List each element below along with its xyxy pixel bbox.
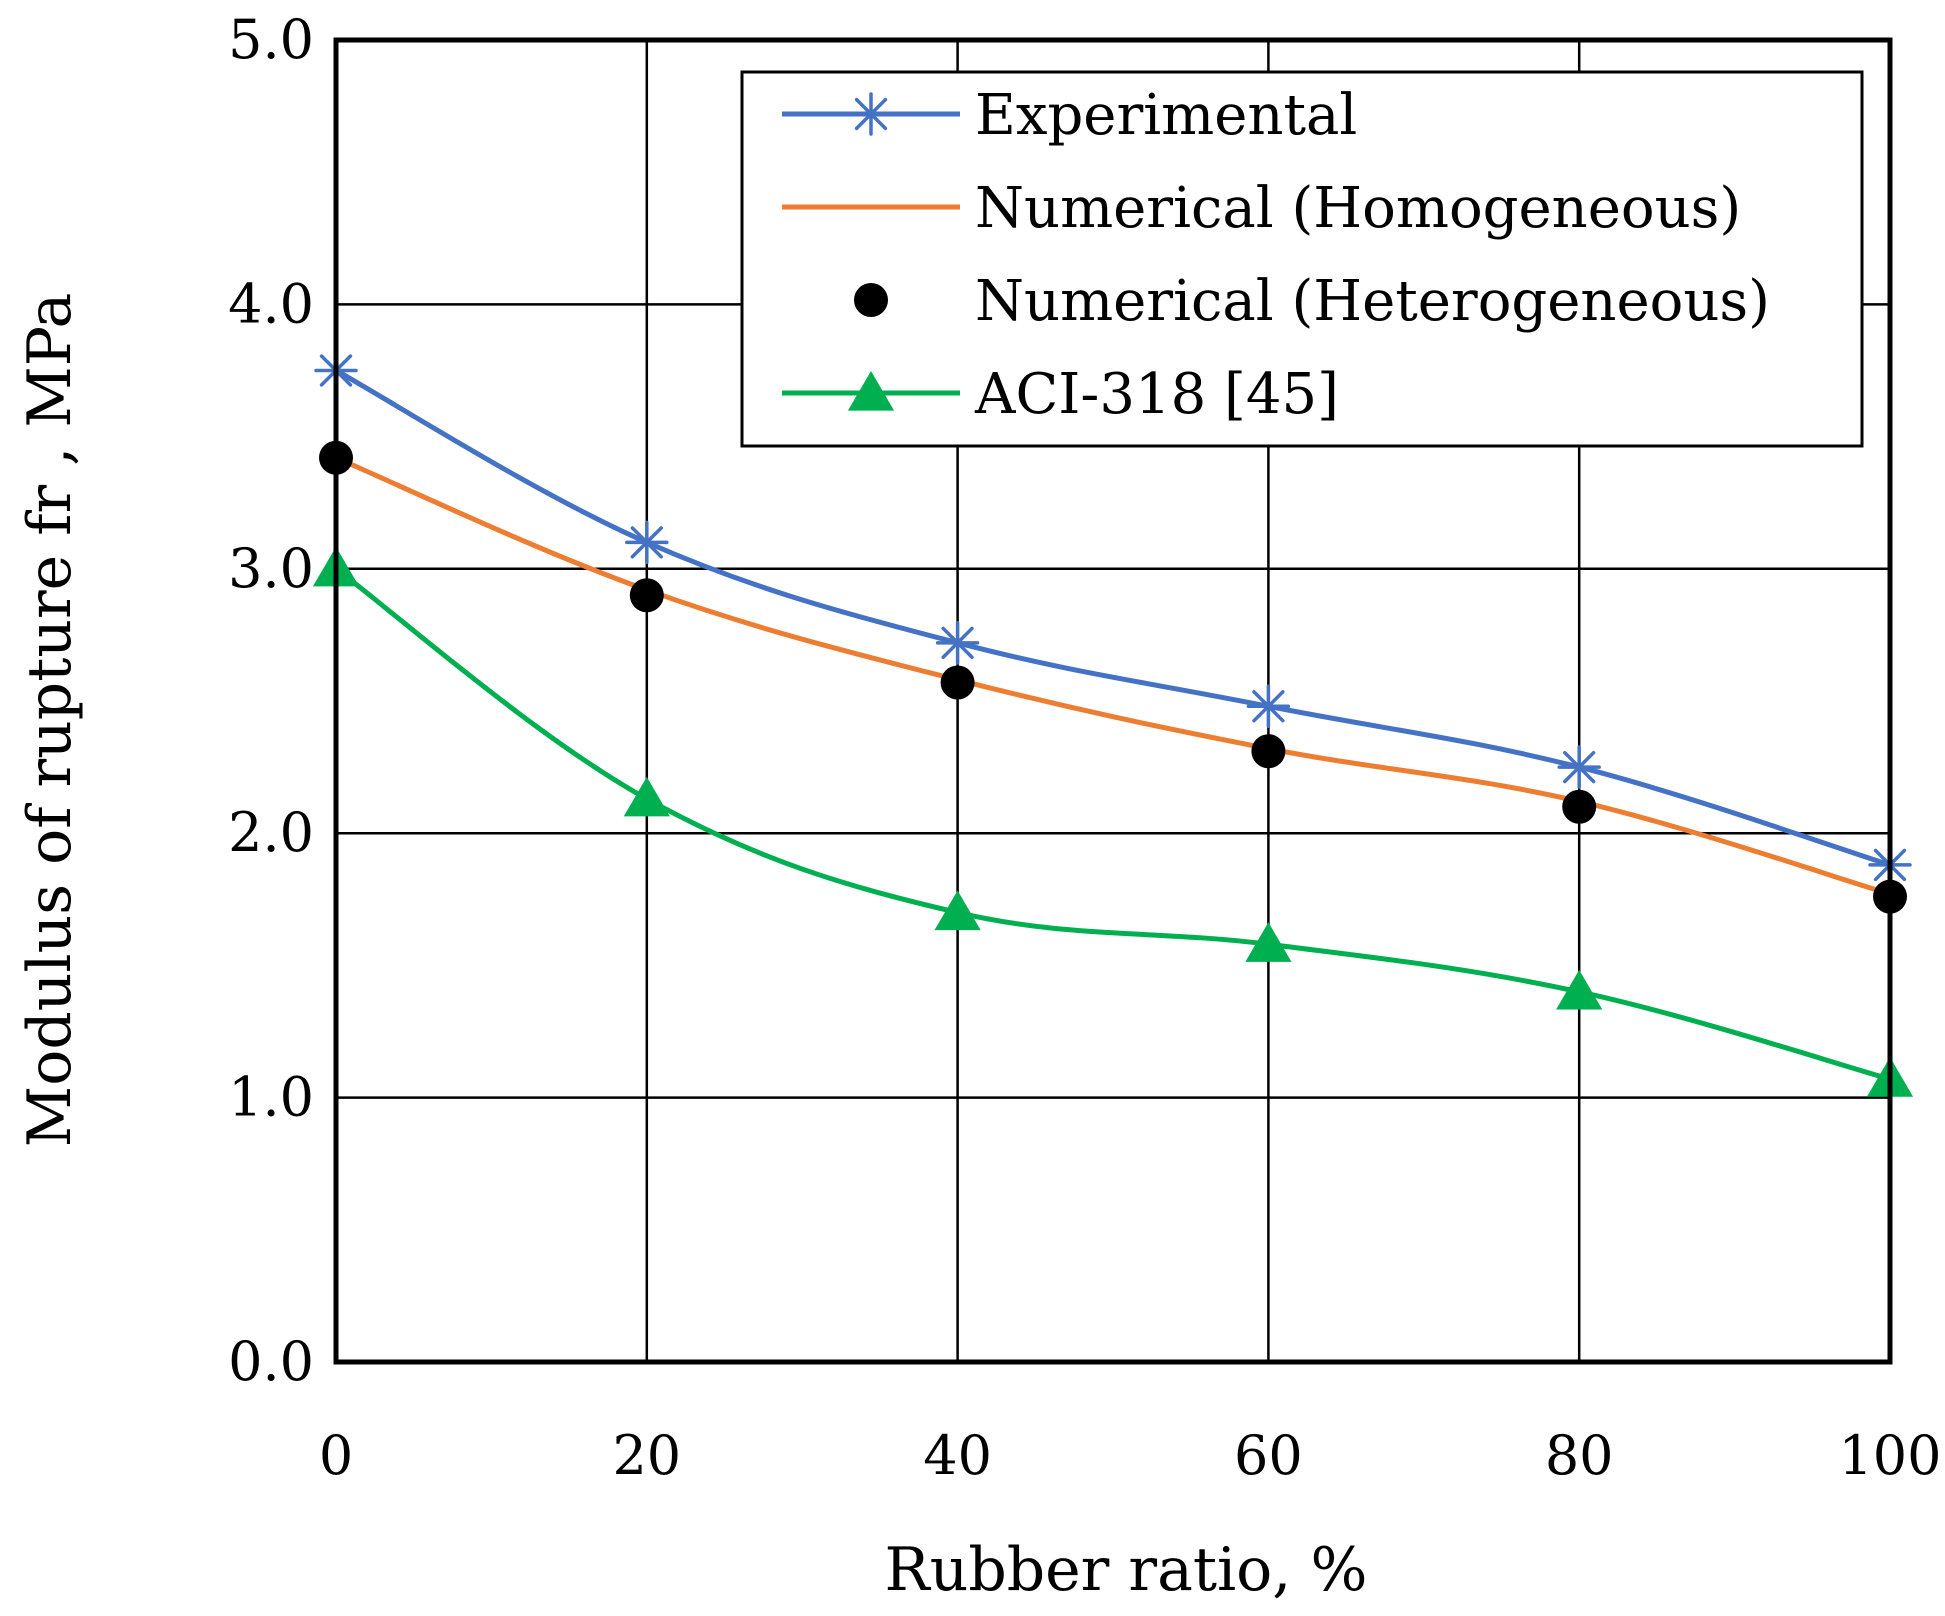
data-point (1556, 969, 1603, 1010)
data-point (629, 578, 664, 613)
legend-label: Experimental (975, 83, 1357, 148)
series-line (334, 368, 1891, 868)
y-tick-label: 0.0 (228, 1330, 314, 1393)
legend-swatch-marker (854, 283, 888, 317)
plot-frame (333, 37, 1893, 1365)
x-tick-label: 40 (923, 1424, 992, 1487)
x-tick-label: 60 (1234, 1424, 1303, 1487)
series-1 (335, 455, 1891, 897)
y-tick-label: 2.0 (228, 801, 314, 864)
data-point (1246, 684, 1291, 729)
x-tick-label: 0 (319, 1424, 353, 1487)
data-point (934, 890, 981, 931)
legend-entry: Numerical (Heterogeneous) (854, 269, 1770, 334)
y-tick-label: 4.0 (228, 272, 314, 335)
data-point (1251, 734, 1286, 769)
legend-swatch-marker (849, 92, 893, 136)
series-2 (319, 440, 1907, 914)
legend-entry: Numerical (Homogeneous) (782, 176, 1741, 241)
x-axis-title: Rubber ratio, % (885, 1535, 1368, 1605)
x-tick-label: 80 (1545, 1424, 1614, 1487)
series-group (312, 348, 1914, 1097)
legend-entry: Experimental (782, 83, 1357, 148)
y-axis-title: Modulus of rupture fr , MPa (15, 293, 85, 1147)
y-tick-label: 1.0 (228, 1066, 314, 1129)
series-3 (312, 546, 1914, 1097)
data-point (1562, 789, 1597, 824)
legend-label: Numerical (Homogeneous) (975, 176, 1741, 241)
series-0 (314, 348, 1912, 887)
legend: Experimental Numerical (Homogeneous) Numer… (740, 70, 1864, 448)
legend-swatch-marker (847, 371, 895, 411)
series-line (334, 566, 1891, 1082)
data-point (935, 621, 980, 665)
data-point (1557, 745, 1601, 789)
data-point (623, 776, 670, 817)
legend-entry: ACI-318 [45] (782, 362, 1339, 427)
x-tick-label: 20 (612, 1424, 681, 1487)
data-point (1245, 922, 1292, 962)
x-axis-ticks: 0 20 40 60 80 100 (319, 1424, 1942, 1487)
x-tick-label: 100 (1838, 1424, 1941, 1487)
legend-label: Numerical (Heterogeneous) (975, 269, 1770, 334)
data-point (940, 665, 975, 700)
legend-box (740, 70, 1864, 448)
data-point (625, 520, 669, 565)
y-tick-label: 5.0 (228, 8, 314, 71)
legend-label: ACI-318 [45] (974, 362, 1339, 427)
series-line (335, 455, 1891, 897)
y-tick-label: 3.0 (228, 537, 314, 600)
y-axis-ticks: 0.0 1.0 2.0 3.0 4.0 5.0 (228, 8, 314, 1393)
